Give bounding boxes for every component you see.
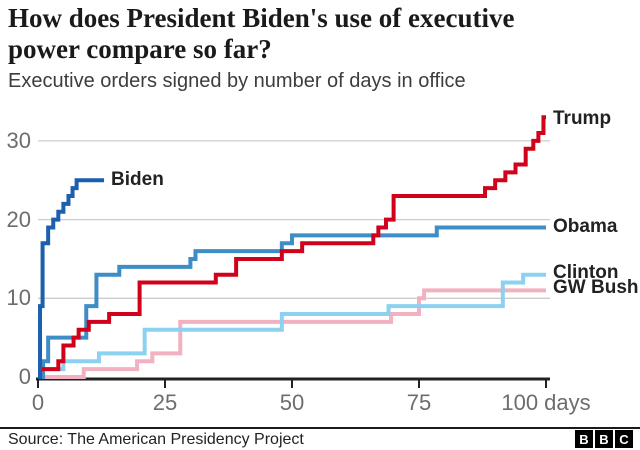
series-label-clinton: Clinton (553, 261, 619, 283)
x-tick-label-75: 75 (406, 390, 432, 415)
footer-divider (0, 427, 640, 429)
title-line-1: How does President Biden's use of execut… (8, 3, 515, 33)
y-tick-label-10: 10 (6, 285, 31, 311)
y-tick-label-20: 20 (6, 206, 31, 232)
page-title: How does President Biden's use of execut… (8, 3, 632, 65)
bbc-logo-letter: C (615, 430, 633, 448)
x-tick-label-50: 50 (279, 390, 305, 415)
series-label-gw-bush: GW Bush (553, 277, 639, 299)
x-tick-label-0: 0 (31, 390, 45, 415)
source-credit: Source: The American Presidency Project (8, 431, 304, 448)
y-tick-label-0: 0 (18, 364, 31, 389)
series-label-trump: Trump (553, 108, 612, 130)
chart-subtitle: Executive orders signed by number of day… (8, 70, 466, 92)
series-line-trump (38, 115, 546, 379)
series-label-biden: Biden (111, 169, 164, 191)
x-tick-label-100: 100 days (501, 390, 591, 415)
series-line-biden (38, 178, 105, 379)
title-line-2: power compare so far? (8, 34, 272, 64)
x-tick-label-25: 25 (152, 390, 178, 415)
series-line-gw-bush (38, 288, 546, 379)
y-tick-label-30: 30 (6, 127, 31, 153)
bbc-logo: B B C (575, 430, 633, 448)
bbc-logo-letter: B (595, 430, 613, 448)
series-line-obama (38, 225, 546, 379)
bbc-logo-letter: B (575, 430, 593, 448)
series-label-obama: Obama (553, 216, 618, 238)
